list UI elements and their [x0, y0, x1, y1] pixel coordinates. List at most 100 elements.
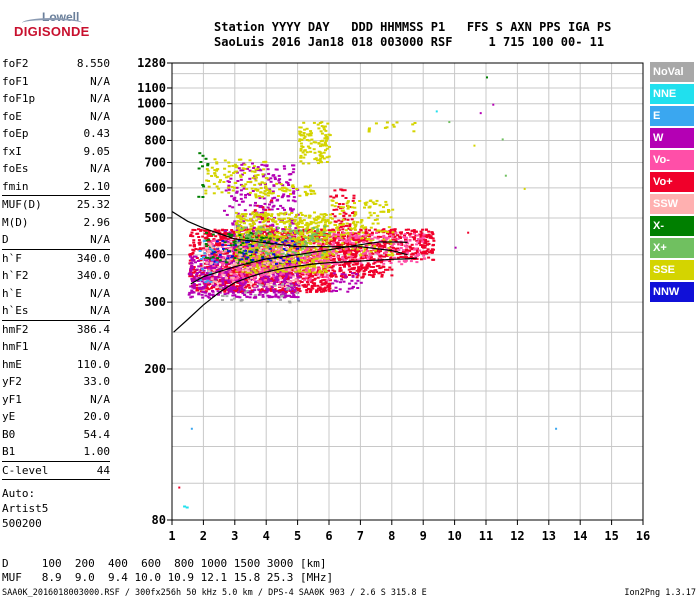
echo-point: [373, 269, 377, 272]
echo-point: [277, 179, 281, 182]
echo-point: [312, 226, 316, 229]
echo-point: [384, 200, 388, 203]
echo-point: [251, 162, 254, 165]
echo-point: [278, 265, 282, 268]
echo-point: [359, 221, 363, 224]
echo-point: [280, 254, 284, 257]
echo-point: [308, 279, 312, 282]
echo-point: [306, 133, 310, 136]
echo-point: [298, 226, 302, 228]
echo-point: [209, 257, 213, 260]
echo-point: [214, 174, 218, 177]
echo-point: [235, 171, 239, 174]
echo-point: [263, 219, 267, 222]
echo-point: [243, 222, 246, 225]
echo-point: [389, 245, 393, 248]
echo-point: [297, 244, 301, 247]
echo-point: [201, 196, 205, 198]
echo-point: [192, 255, 196, 258]
echo-point: [223, 267, 227, 270]
header-line-labels: Station YYYY DAY DDD HHMMSS P1 FFS S AXN…: [214, 20, 612, 34]
echo-point: [188, 291, 192, 294]
echo-point: [213, 158, 217, 161]
echo-point: [321, 241, 325, 243]
echo-point: [248, 169, 252, 172]
echo-point: [252, 279, 256, 282]
echo-point: [192, 249, 196, 252]
echo-point: [329, 240, 333, 243]
echo-point: [382, 262, 386, 265]
echo-point: [275, 199, 279, 202]
echo-point: [228, 266, 232, 269]
echo-point: [385, 237, 389, 240]
echo-point: [400, 263, 404, 266]
echo-point: [279, 212, 283, 215]
echo-point: [372, 258, 376, 261]
echo-point: [321, 156, 324, 158]
echo-point: [215, 161, 219, 164]
echo-point: [189, 268, 193, 270]
echo-point: [272, 264, 276, 267]
echo-point: [199, 228, 203, 231]
echo-point: [384, 268, 387, 271]
echo-point: [250, 260, 254, 263]
echo-point: [324, 129, 328, 132]
echo-point: [224, 278, 228, 281]
echo-point: [304, 265, 308, 268]
echo-point: [215, 276, 219, 279]
echo-point: [304, 259, 308, 262]
echo-point: [281, 241, 285, 244]
echo-point: [268, 288, 272, 291]
echo-point: [205, 272, 209, 274]
echo-point: [380, 244, 384, 247]
echo-point: [223, 293, 227, 296]
echo-point: [348, 240, 352, 243]
echo-point: [253, 242, 257, 244]
echo-point: [294, 270, 298, 273]
echo-point: [258, 221, 262, 224]
echo-point: [296, 289, 300, 291]
echo-point: [240, 236, 243, 239]
echo-point: [288, 285, 292, 288]
echo-point: [253, 204, 257, 207]
echo-point: [201, 271, 205, 274]
echo-point: [327, 269, 331, 272]
echo-point: [282, 270, 286, 273]
echo-point: [383, 251, 387, 254]
echo-point: [312, 278, 316, 281]
echo-point: [237, 285, 241, 288]
echo-point: [244, 219, 248, 222]
echo-point: [305, 227, 309, 230]
echo-point: [365, 201, 369, 204]
echo-point: [305, 151, 309, 154]
echo-point: [260, 288, 264, 291]
echo-point: [205, 236, 209, 239]
echo-point: [320, 229, 324, 232]
echo-point: [233, 233, 236, 236]
echo-point: [359, 268, 363, 271]
header-line-values: SaoLuis 2016 Jan18 018 003000 RSF 1 715 …: [214, 35, 605, 49]
echo-point: [281, 230, 285, 233]
echo-point: [263, 213, 267, 216]
echo-point: [218, 285, 221, 288]
echo-point: [342, 214, 346, 217]
echo-point: [282, 193, 286, 196]
echo-point: [210, 267, 214, 270]
echo-point: [274, 277, 278, 280]
echo-point: [328, 234, 332, 237]
echo-point: [246, 243, 250, 246]
echo-point: [249, 234, 253, 237]
echo-point: [387, 249, 390, 252]
echo-point: [377, 246, 381, 249]
echo-point: [427, 235, 430, 237]
echo-point: [319, 145, 322, 148]
echo-point: [238, 234, 242, 237]
echo-point: [267, 271, 270, 274]
echo-point: [402, 236, 406, 238]
echo-point: [322, 237, 326, 240]
echo-point: [404, 238, 408, 241]
echo-point: [432, 239, 436, 242]
echo-point: [368, 252, 372, 255]
echo-point: [251, 290, 255, 293]
echo-point: [255, 176, 258, 179]
